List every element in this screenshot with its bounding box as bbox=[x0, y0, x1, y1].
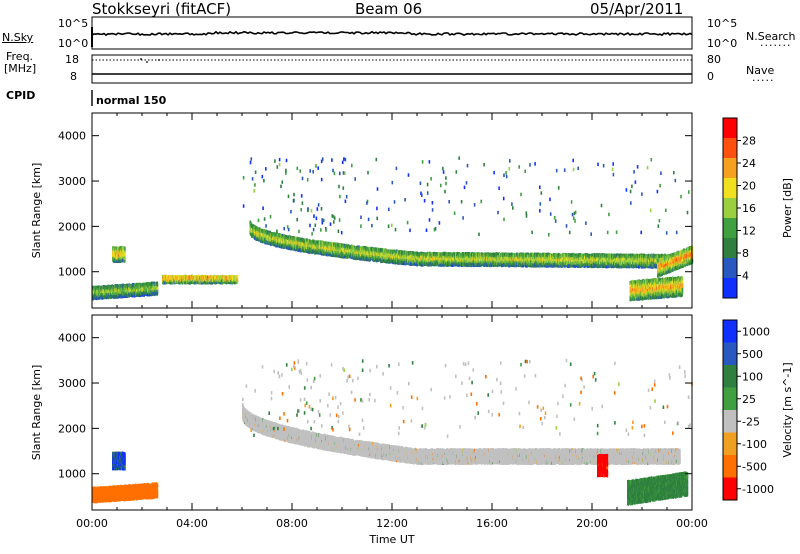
freq-dot bbox=[140, 58, 142, 60]
nsky-trace bbox=[92, 32, 692, 35]
freq-panel-frame bbox=[92, 55, 692, 83]
freq-dot bbox=[158, 59, 160, 61]
freq-dot bbox=[146, 61, 148, 63]
freq-scatter-dots bbox=[140, 58, 160, 63]
